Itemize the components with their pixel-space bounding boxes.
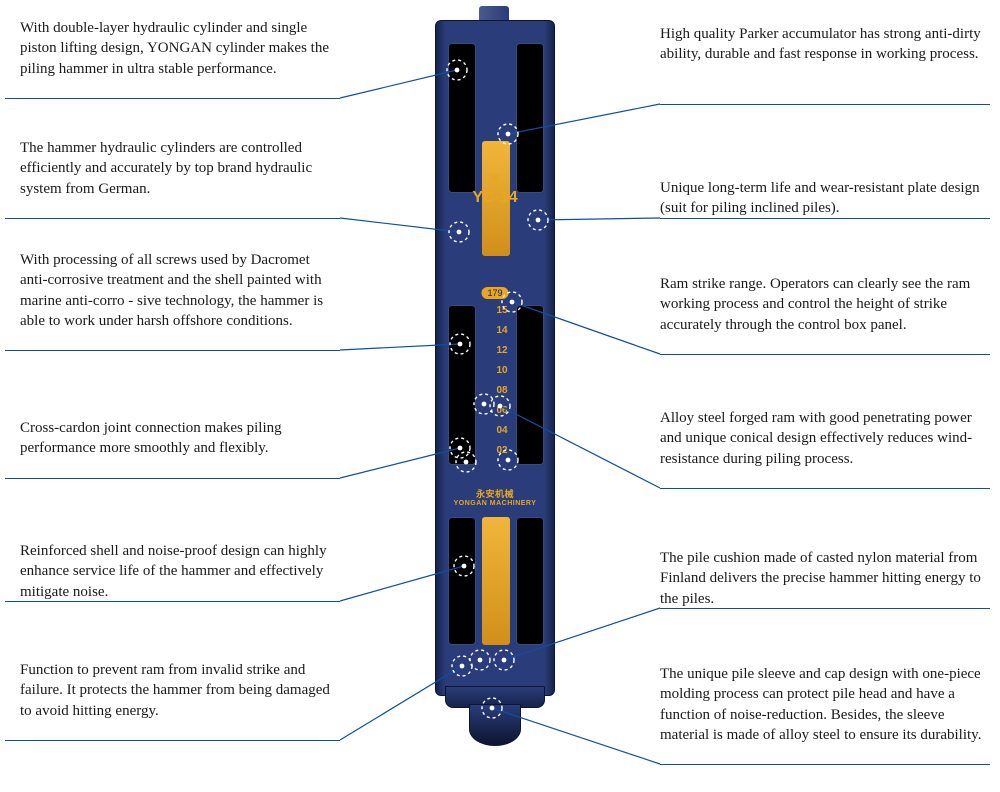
brand-cn: 永安机械 xyxy=(440,487,550,500)
callout-l3: With processing of all screws used by Da… xyxy=(20,250,340,331)
machine-scale: 15 14 12 10 08 06 04 02 xyxy=(490,305,514,465)
callout-tick xyxy=(660,608,990,609)
scale-mark: 12 xyxy=(490,345,514,356)
diagram-canvas: ▼ YC-14 179 15 14 12 10 08 06 04 02 永安机械 YONGAN… xyxy=(0,0,1000,792)
machine-illustration: ▼ YC-14 179 15 14 12 10 08 06 04 02 永安机械 YONGAN… xyxy=(435,6,555,746)
callout-tick xyxy=(660,104,990,105)
callout-r1: High quality Parker accumulator has stro… xyxy=(660,24,990,65)
machine-brand: 永安机械 YONGAN MACHINERY xyxy=(440,487,550,507)
callout-r6: The unique pile sleeve and cap design wi… xyxy=(660,664,990,745)
callout-tick xyxy=(660,354,990,355)
scale-mark: 06 xyxy=(490,405,514,416)
callout-l1: With double-layer hydraulic cylinder and… xyxy=(20,18,340,79)
machine-slot xyxy=(516,517,544,645)
machine-slot xyxy=(516,305,544,465)
machine-foot xyxy=(445,686,545,746)
callout-tick xyxy=(5,218,340,219)
scale-mark: 14 xyxy=(490,325,514,336)
machine-badge: 179 xyxy=(481,287,508,299)
callout-l5: Reinforced shell and noise-proof design … xyxy=(20,541,340,602)
callout-tick xyxy=(5,478,340,479)
scale-mark: 10 xyxy=(490,365,514,376)
callout-tick xyxy=(660,488,990,489)
callout-r3: Ram strike range. Operators can clearly … xyxy=(660,274,990,335)
machine-slot xyxy=(516,43,544,193)
callout-r2: Unique long-term life and wear-resistant… xyxy=(660,178,990,219)
callout-tick xyxy=(5,350,340,351)
scale-mark: 04 xyxy=(490,425,514,436)
machine-slot xyxy=(448,43,476,193)
scale-mark: 08 xyxy=(490,385,514,396)
callout-tick xyxy=(5,98,340,99)
machine-body: ▼ YC-14 179 15 14 12 10 08 06 04 02 永安机械 YONGAN… xyxy=(435,20,555,696)
machine-yellow-panel xyxy=(482,517,510,645)
scale-mark: 15 xyxy=(490,305,514,316)
callout-r4: Alloy steel forged ram with good penetra… xyxy=(660,408,990,469)
scale-mark: 02 xyxy=(490,445,514,456)
callout-r5: The pile cushion made of casted nylon ma… xyxy=(660,548,990,609)
callout-tick xyxy=(660,764,990,765)
machine-model-label: YC-14 xyxy=(472,189,517,207)
callout-l4: Cross-cardon joint connection makes pili… xyxy=(20,418,340,459)
callout-l2: The hammer hydraulic cylinders are contr… xyxy=(20,138,340,199)
callout-tick xyxy=(660,218,990,219)
machine-slot xyxy=(448,517,476,645)
callout-tick xyxy=(5,601,340,602)
callout-tick xyxy=(5,740,340,741)
callout-l6: Function to prevent ram from invalid str… xyxy=(20,660,340,721)
machine-foot-cone xyxy=(469,704,521,746)
machine-logo-icon: ▼ xyxy=(486,169,504,190)
brand-en: YONGAN MACHINERY xyxy=(440,500,550,507)
machine-slot xyxy=(448,305,476,465)
